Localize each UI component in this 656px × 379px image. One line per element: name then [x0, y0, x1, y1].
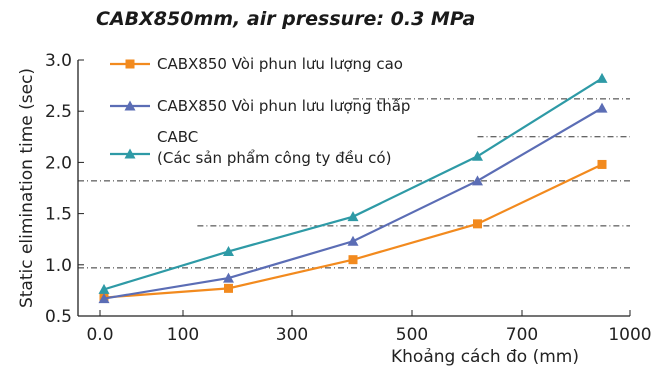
y-tick-label: 1.0: [45, 256, 72, 276]
data-point: [472, 175, 483, 186]
y-axis-label: Static elimination time (sec): [17, 68, 37, 308]
data-point: [98, 293, 110, 304]
legend-marker: [124, 100, 136, 111]
data-point: [224, 283, 233, 293]
data-point: [473, 219, 482, 229]
y-tick-label: 3.0: [45, 51, 72, 71]
x-tick-label: 1000: [608, 325, 651, 345]
y-tick-label: 2.0: [45, 153, 72, 173]
x-tick-label: 100: [167, 325, 199, 345]
legend-label-1: CABX850 Vòi phun lưu lượng cao: [157, 55, 403, 73]
data-point: [223, 245, 234, 256]
data-point: [597, 159, 607, 169]
x-tick-label: 700: [506, 325, 538, 345]
data-point: [472, 150, 483, 161]
x-tick-label: 0.0: [86, 325, 113, 345]
chart-title: CABX850mm, air pressure: 0.3 MPa: [96, 8, 476, 30]
x-tick-label: 300: [276, 325, 308, 345]
y-tick-label: 2.5: [45, 102, 72, 122]
data-point: [98, 283, 110, 294]
data-point: [347, 211, 359, 222]
data-point: [347, 235, 359, 246]
legend-label-3: CABC (Các sản phẩm công ty đều có): [157, 128, 391, 167]
data-point: [596, 72, 608, 83]
series-line-1: [103, 163, 603, 299]
y-tick-label: 1.5: [45, 205, 72, 225]
x-axis-label: Khoảng cách đo (mm): [391, 347, 579, 367]
legend-label-2: CABX850 Vòi phun lưu lượng thấp: [157, 97, 410, 115]
x-tick-label: 500: [396, 325, 428, 345]
data-point: [348, 255, 358, 265]
data-point: [223, 272, 234, 283]
y-tick-label: 0.5: [45, 307, 72, 327]
legend-marker: [124, 148, 136, 159]
legend-marker: [125, 59, 135, 69]
data-point: [596, 102, 608, 113]
